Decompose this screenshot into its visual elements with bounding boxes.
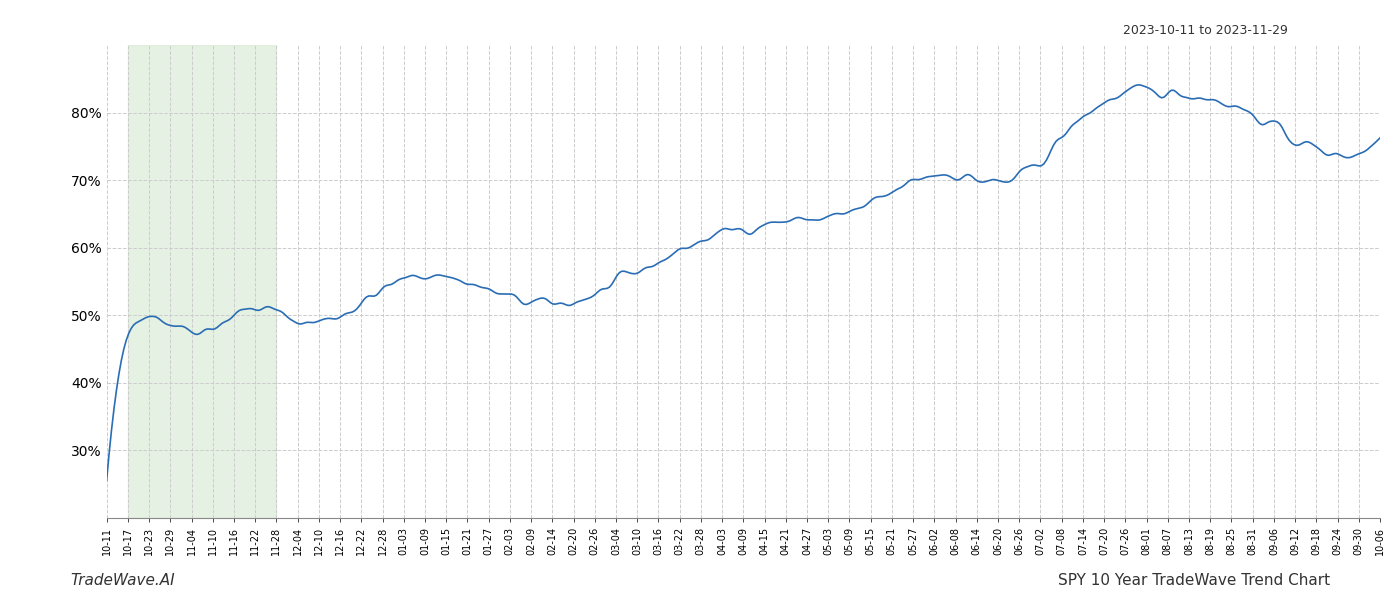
Bar [127,45,276,518]
Text: SPY 10 Year TradeWave Trend Chart: SPY 10 Year TradeWave Trend Chart [1058,573,1330,588]
Text: 2023-10-11 to 2023-11-29: 2023-10-11 to 2023-11-29 [1123,24,1288,37]
Text: TradeWave.AI: TradeWave.AI [70,573,175,588]
